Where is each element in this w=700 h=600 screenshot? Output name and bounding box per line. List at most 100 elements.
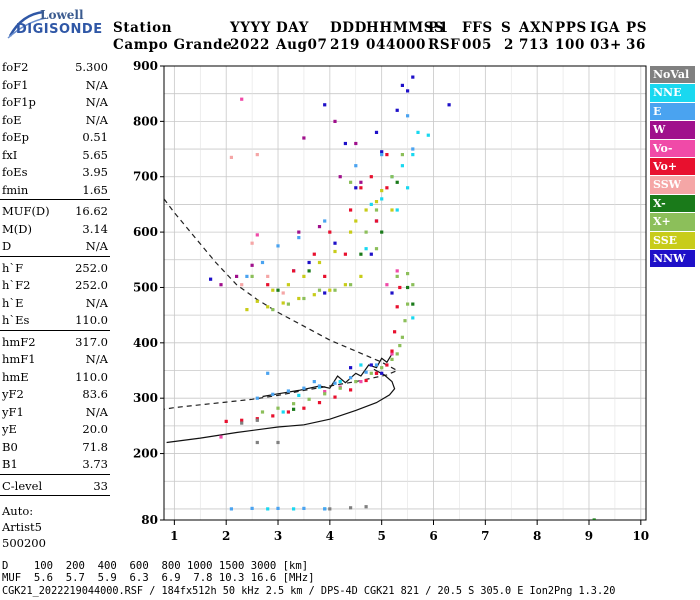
param-name: foEs [2, 165, 28, 179]
param-name: h`E [2, 295, 24, 310]
param-row-fof1p: foF1p N/A [0, 93, 110, 111]
echo-point-x [380, 230, 384, 234]
header-label-3: DDD [330, 20, 367, 36]
echo-point-nnw [395, 108, 399, 112]
echo-point-w [354, 141, 358, 146]
echo-point-vo [395, 269, 399, 273]
echo-point-nne [400, 164, 404, 168]
param-value: 20.0 [82, 422, 108, 436]
echo-point-vo [302, 406, 306, 410]
echo-point-x [411, 283, 415, 287]
echo-point-vo [343, 252, 347, 256]
header-value-7: 2 [504, 37, 514, 53]
echo-point-nne [266, 507, 270, 511]
echo-point-nne [364, 247, 368, 251]
param-value: 252.0 [75, 278, 108, 292]
param-row-hme: hmE 110.0 [0, 368, 110, 386]
echo-point-x [592, 518, 596, 520]
echo-point-w [359, 180, 363, 184]
echo-point-e [276, 506, 280, 510]
x-tick-label: 10 [632, 529, 649, 543]
echo-point-nne [359, 363, 363, 367]
param-name: h`F [2, 260, 24, 275]
echo-point-w [250, 263, 254, 267]
echo-point-x [271, 308, 275, 312]
echo-point-vo [333, 395, 337, 399]
echo-point-ssw [250, 241, 254, 245]
echo-point-x [260, 410, 265, 414]
header-value-2: Aug07 [276, 37, 328, 53]
echo-point-vo [385, 283, 389, 287]
legend-item-sse: SSE [650, 231, 695, 249]
param-separator [0, 199, 110, 200]
x-tick-label: 7 [481, 529, 489, 543]
header-value-4: 044000 [366, 37, 426, 53]
header-value-6: 005 [462, 37, 492, 53]
y-tick-label: 80 [141, 513, 158, 527]
echo-point-x [380, 366, 384, 370]
electron-density-profile-curve [166, 368, 396, 444]
echo-point-vo [398, 285, 402, 290]
param-value: N/A [85, 112, 108, 127]
header-label-6: FFS [462, 20, 493, 36]
echo-point-e [245, 274, 249, 278]
echo-point-vo [359, 186, 363, 190]
echo-point-nne [426, 133, 430, 137]
echo-point-w [338, 175, 342, 179]
param-row-b0: B0 71.8 [0, 438, 110, 456]
echo-point-vo [390, 349, 394, 353]
legend-item-ssw: SSW [650, 176, 695, 194]
y-tick-label: 300 [133, 391, 158, 405]
echo-point-nne [369, 202, 373, 206]
echo-point-e [229, 507, 233, 511]
param-value: 317.0 [75, 334, 108, 349]
echo-point-vo [349, 388, 353, 392]
param-separator [0, 329, 110, 331]
legend-item-noval: NoVal [650, 66, 695, 84]
echo-point-x [349, 180, 353, 184]
echo-point-nne [297, 393, 301, 397]
param-name: hmF1 [2, 352, 36, 366]
echo-point-ssw [240, 283, 244, 287]
echo-point-nnw [390, 291, 394, 295]
echo-point-e [255, 396, 259, 400]
echo-point-x [364, 230, 368, 234]
echo-point-vo [219, 435, 223, 439]
param-name: C-level [2, 478, 43, 493]
echo-point-w [219, 283, 223, 287]
echo-point-sse [286, 283, 290, 287]
param-row-ye: yE 20.0 [0, 420, 110, 438]
echo-point-nnw [354, 186, 358, 190]
param-value: 3.73 [82, 457, 108, 471]
echo-point-noval [240, 421, 244, 425]
param-name: foF1 [2, 77, 29, 92]
echo-point-e [349, 376, 353, 380]
param-name: foE [2, 112, 22, 127]
echo-point-sse [328, 288, 332, 292]
header-value-0: Campo Grande [113, 37, 233, 53]
param-row-d: D N/A [0, 237, 110, 255]
auto-scaling-line-1: Artist5 [2, 520, 42, 534]
echo-point-e [406, 114, 410, 118]
param-name: foF2 [2, 60, 29, 74]
y-tick-label: 700 [133, 170, 158, 184]
legend-item-e: E [650, 102, 695, 121]
legend-item-x: X- [650, 194, 695, 213]
echo-point-e [323, 507, 327, 511]
param-name: h`F2 [2, 278, 31, 292]
param-value: 5.300 [75, 60, 108, 74]
echo-point-sse [364, 208, 368, 212]
x-tick-label: 5 [377, 529, 385, 543]
param-row-fmin: fmin 1.65 [0, 181, 110, 199]
param-row-clevel: C-level 33 [0, 477, 110, 495]
echo-point-x [302, 296, 306, 301]
param-name: yE [2, 422, 17, 436]
header-label-4: HHMMSS [366, 20, 445, 36]
param-value: 0.51 [82, 130, 108, 144]
echo-point-x [292, 407, 296, 411]
echo-point-nnw [406, 89, 410, 93]
echo-point-vo [385, 186, 389, 190]
param-name: yF2 [2, 387, 24, 401]
param-value: N/A [85, 295, 108, 310]
param-name: D [2, 239, 12, 253]
